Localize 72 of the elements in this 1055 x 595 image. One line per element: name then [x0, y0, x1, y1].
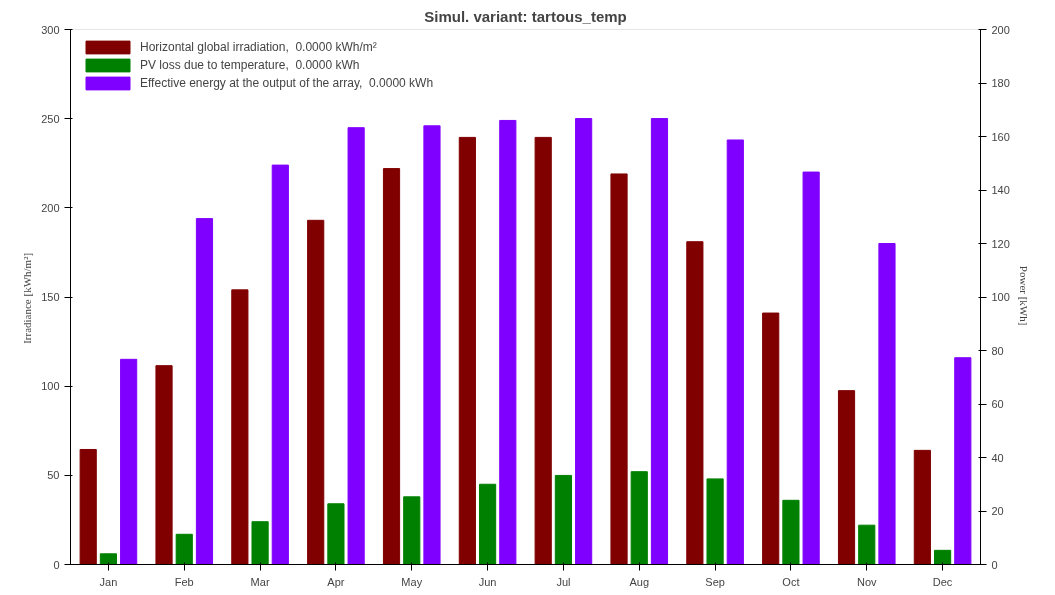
x-tick-label: Jan	[99, 575, 118, 588]
bar	[782, 499, 800, 565]
bar	[231, 289, 249, 565]
bar	[878, 243, 896, 565]
y-tick-label: 0	[53, 558, 60, 571]
bar	[802, 171, 820, 565]
bar	[630, 471, 648, 565]
y2-axis-title: Power [kWh]	[1017, 265, 1030, 326]
x-tick-label: May	[401, 575, 423, 588]
bar	[858, 524, 876, 565]
y2-tick-label: 100	[991, 291, 1010, 303]
bar	[347, 127, 365, 565]
bar	[686, 241, 704, 565]
y-tick-label: 50	[47, 469, 60, 482]
x-tick-label: Oct	[782, 575, 800, 588]
y2-tick-label: 60	[991, 398, 1004, 410]
legend-label: PV loss due to temperature, 0.0000 kWh	[140, 58, 360, 72]
chart-title: Simul. variant: tartous_temp	[424, 7, 627, 25]
x-tick-label: Apr	[327, 575, 345, 588]
bar	[499, 119, 517, 565]
bar	[762, 312, 780, 565]
y2-tick-label: 0	[991, 558, 998, 571]
x-tick-label: Jul	[556, 575, 571, 588]
bar	[271, 164, 289, 565]
legend-label: Horizontal global irradiation, 0.0000 kWh/m²	[140, 40, 377, 54]
bar	[837, 390, 856, 565]
bar	[458, 136, 476, 565]
y-tick-label: 150	[41, 291, 60, 303]
y2-tick-label: 120	[991, 237, 1010, 250]
y2-tick-label: 180	[991, 77, 1010, 89]
y-axis-title: Irradiance [kWh/m²]	[21, 252, 34, 344]
x-tick-label: Sep	[705, 575, 725, 588]
y2-tick-label: 80	[991, 344, 1004, 357]
y2-tick-label: 140	[991, 184, 1010, 196]
y-tick-label: 300	[41, 23, 60, 36]
y-tick-label: 200	[41, 201, 60, 214]
bar	[155, 365, 173, 565]
bar	[534, 136, 552, 565]
y2-tick-label: 200	[991, 23, 1010, 36]
x-tick-label: Dec	[932, 575, 953, 588]
x-tick-label: Nov	[856, 575, 878, 588]
bar	[251, 521, 269, 565]
bar	[195, 218, 214, 565]
bar	[423, 125, 441, 565]
y2-tick-label: 40	[991, 451, 1004, 464]
bar	[175, 533, 193, 565]
y-tick-label: 250	[41, 112, 60, 125]
y-tick-label: 100	[41, 380, 60, 393]
bar	[913, 449, 931, 565]
bar	[403, 496, 421, 565]
bar	[307, 219, 325, 565]
bar	[610, 173, 628, 565]
y2-tick-label: 20	[991, 505, 1004, 517]
bar	[120, 358, 138, 565]
bar	[706, 478, 724, 565]
bar	[99, 553, 118, 565]
bar	[726, 139, 744, 565]
bar	[327, 503, 345, 565]
bar	[478, 483, 497, 565]
bar	[382, 168, 401, 565]
bar	[650, 118, 669, 565]
x-tick-label: Feb	[174, 575, 194, 588]
x-tick-label: Jun	[478, 575, 497, 588]
bar	[933, 549, 952, 565]
y2-tick-label: 160	[991, 130, 1010, 143]
bar	[575, 118, 593, 565]
bar	[554, 474, 573, 565]
x-tick-label: Mar	[250, 575, 270, 588]
x-tick-label: Aug	[629, 575, 650, 588]
bar	[79, 448, 97, 565]
bar	[954, 357, 972, 565]
legend-label: Effective energy at the output of the array, 0.0000 kWh	[140, 76, 434, 90]
